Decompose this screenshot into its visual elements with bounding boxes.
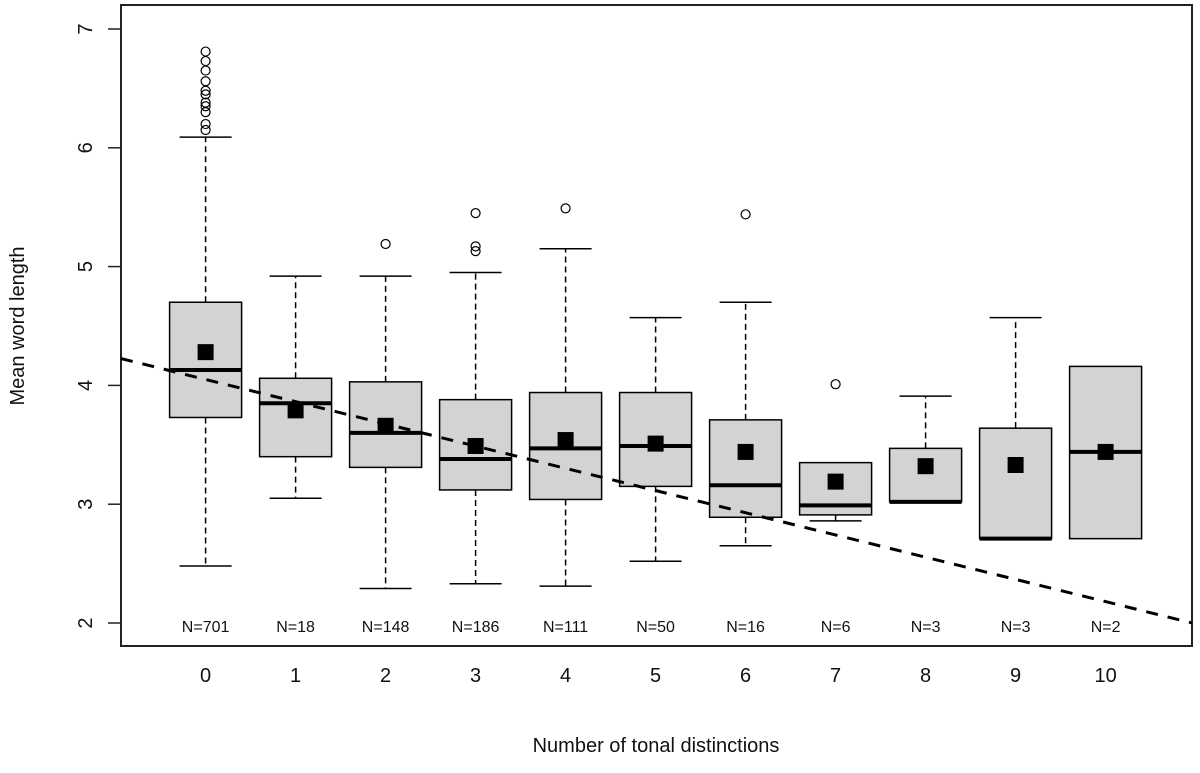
x-tick-label: 5	[650, 665, 661, 687]
x-tick-label: 9	[1010, 665, 1021, 687]
mean-marker	[467, 437, 484, 454]
x-tick-label: 6	[740, 665, 751, 687]
count-label: N=6	[821, 619, 851, 636]
count-label: N=3	[911, 619, 941, 636]
x-tick-label: 2	[380, 665, 391, 687]
outlier-point	[200, 76, 211, 87]
mean-marker	[377, 417, 394, 434]
y-tick-label: 3	[75, 499, 97, 510]
y-tick-label: 6	[75, 142, 97, 153]
box	[708, 419, 783, 519]
mean-marker	[1097, 443, 1114, 460]
outlier-point	[200, 118, 211, 130]
outlier-point	[200, 124, 211, 136]
outlier-point	[200, 89, 211, 100]
x-tick-label: 7	[830, 665, 841, 687]
y-tick-label: 4	[75, 380, 97, 391]
outlier-point	[470, 208, 481, 219]
outlier-point	[200, 101, 211, 112]
outlier-point	[830, 379, 841, 390]
outlier-point	[470, 241, 481, 252]
mean-marker	[557, 432, 574, 449]
mean-marker	[647, 435, 664, 452]
count-label: N=18	[276, 619, 315, 636]
count-label: N=50	[636, 619, 675, 636]
y-tick-label: 5	[75, 261, 97, 272]
count-label: N=3	[1001, 619, 1031, 636]
y-tick-label: 2	[75, 617, 97, 628]
x-tick-label: 10	[1094, 665, 1116, 687]
mean-marker	[287, 402, 304, 419]
box	[978, 427, 1053, 540]
outlier-point	[740, 209, 751, 220]
mean-marker	[827, 473, 844, 490]
outlier-point	[200, 65, 211, 76]
x-tick-label: 3	[470, 665, 481, 687]
count-label: N=111	[543, 619, 588, 636]
mean-marker	[737, 443, 754, 460]
x-tick-label: 8	[920, 665, 931, 687]
mean-marker	[197, 344, 214, 361]
x-tick-label: 0	[200, 665, 211, 687]
x-axis-title: Number of tonal distinctions	[533, 735, 780, 757]
plot-frame	[120, 4, 1193, 647]
mean-marker	[1007, 456, 1024, 473]
outlier-point	[470, 246, 481, 257]
outlier-point	[200, 55, 211, 67]
count-label: N=16	[726, 619, 765, 636]
box	[888, 447, 963, 503]
count-label: N=701	[182, 619, 230, 636]
x-tick-label: 1	[290, 665, 301, 687]
outlier-point	[200, 97, 211, 108]
y-axis-title: Mean word length	[7, 247, 29, 406]
count-label: N=186	[452, 619, 500, 636]
outlier-point	[200, 46, 211, 57]
outlier-point	[380, 238, 391, 250]
mean-marker	[917, 458, 934, 475]
outlier-point	[560, 203, 571, 214]
count-label: N=2	[1091, 619, 1121, 636]
count-label: N=148	[362, 619, 410, 636]
x-tick-label: 4	[560, 665, 571, 687]
y-tick-label: 7	[75, 23, 97, 34]
trend-line	[120, 357, 1193, 625]
